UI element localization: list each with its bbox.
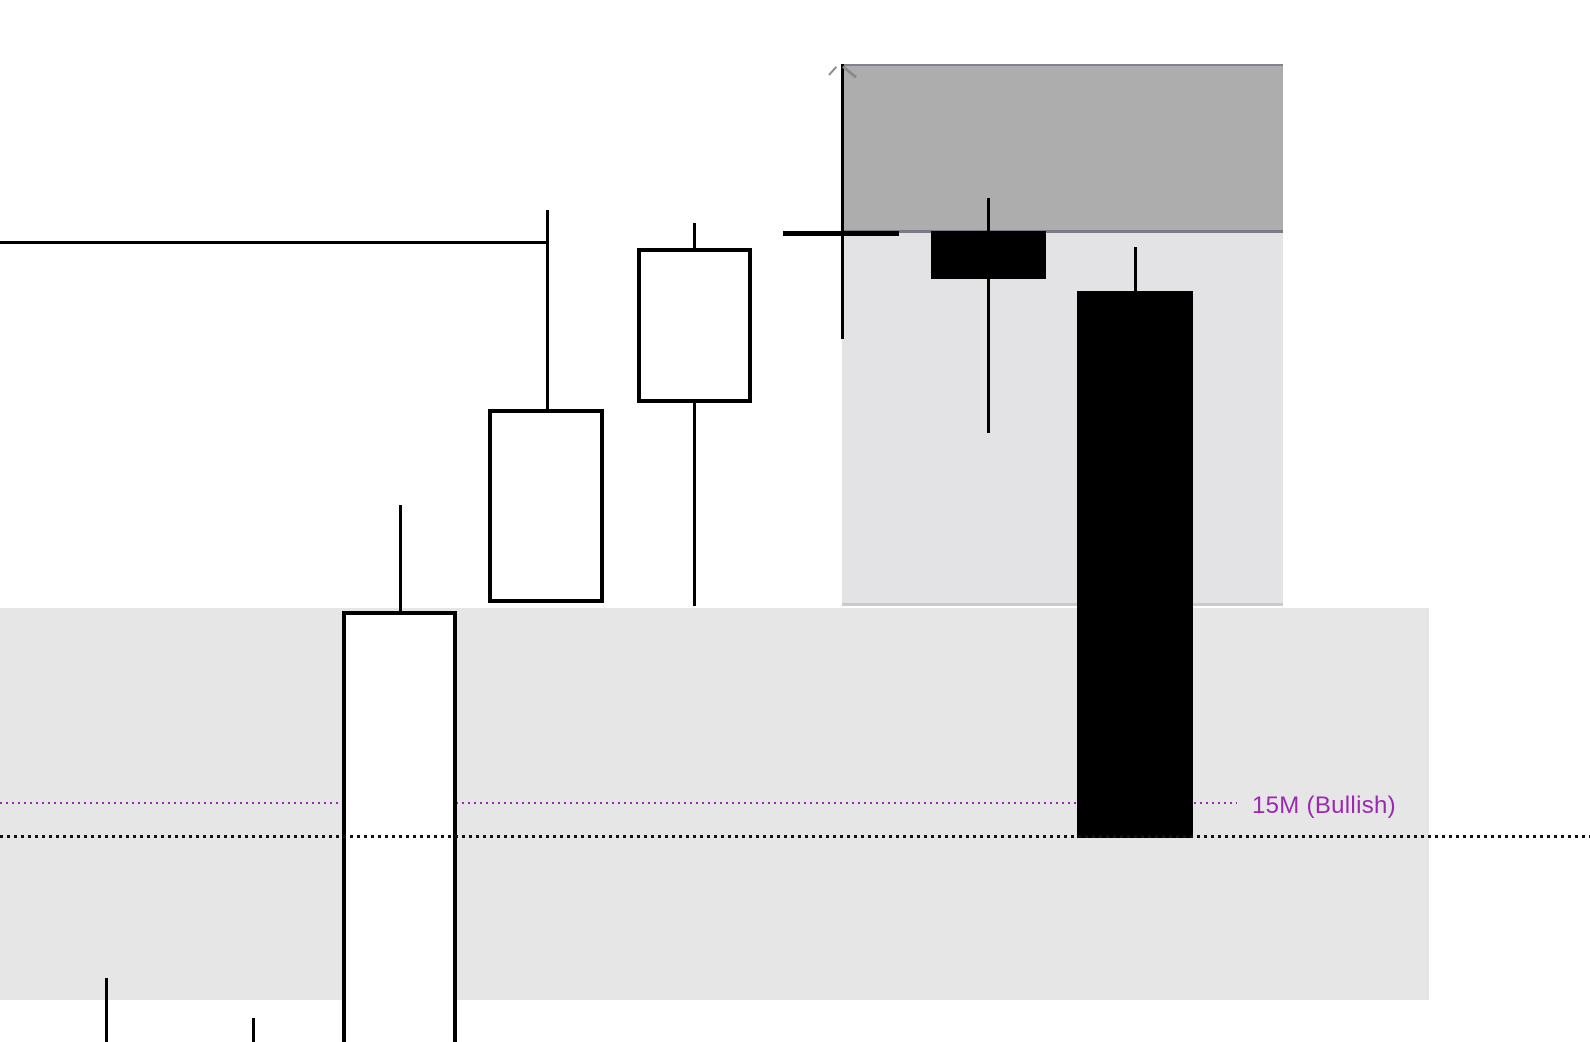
candle-5-bullish-upper-wick	[693, 223, 696, 252]
candle-5-bullish-lower-wick	[693, 399, 696, 606]
corner-tick-left	[828, 66, 838, 76]
supply-zone-light	[842, 233, 1283, 606]
demand-band	[0, 608, 1429, 1000]
candle-7-bearish-body	[931, 231, 1046, 279]
bullish-level-dotted-line	[0, 802, 1237, 804]
candle-7-bearish-lower-wick	[987, 277, 990, 433]
high-level-line	[0, 241, 547, 244]
candle-1-partial-wick	[105, 978, 108, 1042]
timeframe-bullish-label: 15M (Bullish)	[1252, 792, 1396, 819]
candle-8-bearish-body	[1077, 291, 1193, 838]
candle-6-doji-open-close-dash	[783, 231, 899, 236]
candle-7-bearish-upper-wick	[987, 198, 990, 233]
candle-3-bullish-body	[342, 611, 457, 1042]
candle-3-bullish-upper-wick	[399, 505, 402, 615]
candle-4-bullish-upper-wick	[546, 210, 549, 413]
candle-5-bullish-body	[637, 248, 752, 403]
candle-2-partial-wick	[252, 1018, 255, 1042]
supply-zone-dark	[842, 64, 1283, 233]
candle-8-bearish-upper-wick	[1134, 247, 1137, 293]
candle-4-bullish-body	[488, 409, 604, 603]
price-level-dotted-line	[0, 835, 1590, 838]
candle-6-doji-range-line	[841, 64, 844, 339]
